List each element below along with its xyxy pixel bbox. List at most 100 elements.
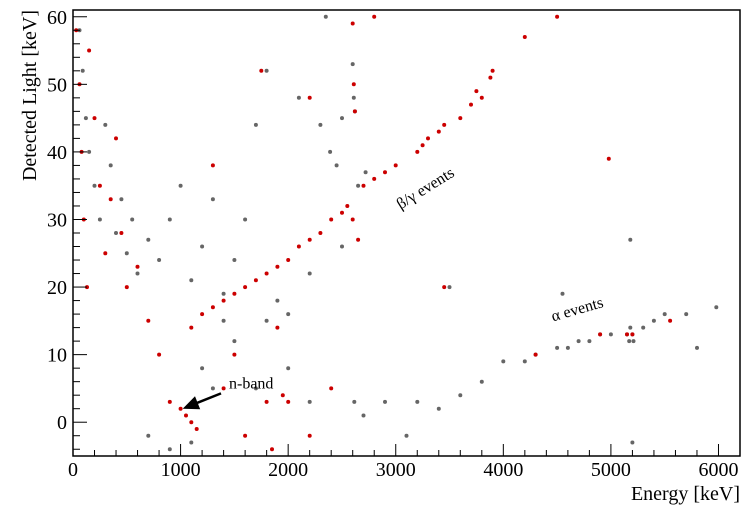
data-point-s0-9 [119, 197, 124, 202]
x-tick-label-0: 0 [68, 459, 78, 481]
x-tick-label-2: 2000 [268, 459, 308, 481]
data-point-s1-79 [275, 325, 280, 330]
data-point-s1-69 [630, 332, 635, 337]
data-point-s0-27 [296, 95, 301, 100]
data-point-s1-36 [469, 102, 473, 107]
data-point-s0-53 [565, 345, 570, 350]
data-point-s0-76 [253, 386, 258, 391]
data-point-s1-67 [533, 352, 538, 357]
data-point-s1-43 [393, 163, 398, 168]
data-point-s0-19 [210, 197, 215, 202]
data-point-s0-40 [189, 440, 194, 445]
ticks-layer [72, 16, 719, 456]
data-point-s1-63 [522, 35, 527, 39]
data-point-s0-70 [630, 440, 635, 445]
data-point-s0-3 [87, 149, 92, 154]
data-point-s1-17 [178, 406, 183, 411]
data-point-s0-79 [328, 149, 333, 154]
data-point-s0-64 [651, 318, 656, 323]
data-point-s0-42 [361, 413, 366, 418]
data-point-s0-77 [340, 244, 344, 249]
data-point-s0-28 [307, 271, 312, 276]
data-point-s0-44 [404, 433, 409, 438]
data-point-s1-26 [264, 399, 269, 404]
data-point-s0-21 [232, 258, 237, 262]
data-point-s0-32 [350, 62, 355, 67]
data-point-s0-52 [555, 345, 560, 350]
data-point-s0-25 [275, 298, 280, 303]
data-point-s1-73 [356, 237, 361, 242]
data-point-s1-18 [184, 413, 188, 418]
plot-frame [72, 9, 741, 457]
data-point-s1-64 [555, 14, 560, 19]
data-point-s0-59 [627, 339, 632, 344]
y-tick-label-6: 60 [47, 7, 67, 29]
data-point-s1-71 [598, 332, 603, 337]
data-point-s0-65 [662, 312, 667, 317]
data-point-s0-43 [383, 399, 387, 404]
data-point-s0-33 [351, 95, 356, 100]
data-point-s1-34 [479, 95, 484, 100]
data-point-s0-45 [415, 399, 420, 404]
data-point-s0-15 [167, 217, 172, 222]
data-point-s1-78 [329, 386, 334, 391]
data-point-s0-73 [210, 386, 215, 391]
data-point-s1-60 [210, 305, 215, 310]
data-point-s1-45 [372, 176, 377, 181]
data-point-s1-6 [92, 116, 97, 121]
data-point-s1-38 [442, 122, 447, 127]
data-point-s0-37 [200, 366, 205, 371]
data-point-s1-20 [194, 427, 199, 431]
data-point-s0-66 [684, 312, 689, 317]
data-point-s0-17 [189, 278, 194, 283]
data-point-s1-21 [210, 163, 215, 168]
data-point-s0-35 [264, 68, 269, 73]
data-point-s0-47 [458, 393, 463, 398]
data-point-s1-39 [436, 129, 441, 134]
data-point-s0-69 [628, 237, 633, 242]
data-point-s1-54 [275, 264, 280, 269]
data-point-s0-62 [631, 339, 636, 344]
data-point-s1-68 [625, 332, 629, 337]
y-tick-label-5: 50 [47, 74, 67, 96]
data-point-s0-46 [436, 406, 441, 411]
data-point-s1-28 [350, 21, 355, 26]
data-point-s1-49 [329, 217, 334, 222]
data-point-s0-13 [146, 237, 151, 242]
data-point-s1-58 [232, 291, 237, 296]
y-axis-label: Detected Light [keV] [19, 10, 41, 181]
data-point-s0-60 [628, 325, 633, 330]
data-point-s1-24 [243, 433, 248, 438]
data-point-s1-76 [270, 447, 274, 452]
data-point-s0-38 [167, 447, 172, 452]
annotation-n-band: n-band [229, 375, 273, 392]
data-point-s0-11 [130, 217, 135, 222]
annotation-beta-gamma: β/γ events [394, 164, 458, 213]
data-point-s0-63 [641, 325, 646, 330]
data-point-s0-54 [576, 339, 581, 344]
data-point-s1-70 [668, 318, 673, 323]
data-point-s0-14 [157, 258, 162, 262]
n-band-arrow [193, 392, 222, 406]
data-point-s0-2 [83, 116, 88, 121]
data-point-s1-56 [253, 278, 258, 283]
data-point-s1-48 [340, 210, 344, 215]
data-point-s0-6 [103, 122, 108, 127]
data-point-s0-48 [479, 379, 484, 384]
data-point-s0-31 [340, 116, 344, 121]
data-point-s1-31 [352, 109, 357, 114]
data-point-s1-59 [221, 298, 226, 303]
data-point-s0-71 [560, 291, 565, 296]
data-point-s0-24 [264, 318, 269, 323]
data-point-s1-41 [420, 143, 425, 148]
y-tick-label-1: 10 [47, 345, 67, 367]
x-tick-label-3: 3000 [376, 459, 416, 481]
x-tick-label-5: 5000 [591, 459, 631, 481]
data-point-s1-74 [286, 399, 291, 404]
data-point-s0-22 [243, 217, 248, 222]
tick-labels-layer: 0 1000 2000 3000 4000 5000 6000 0 10 20 30 40 50 60 [47, 7, 738, 481]
data-point-s1-23 [232, 352, 237, 357]
data-point-s0-74 [286, 366, 291, 371]
data-point-s0-26 [286, 312, 291, 317]
